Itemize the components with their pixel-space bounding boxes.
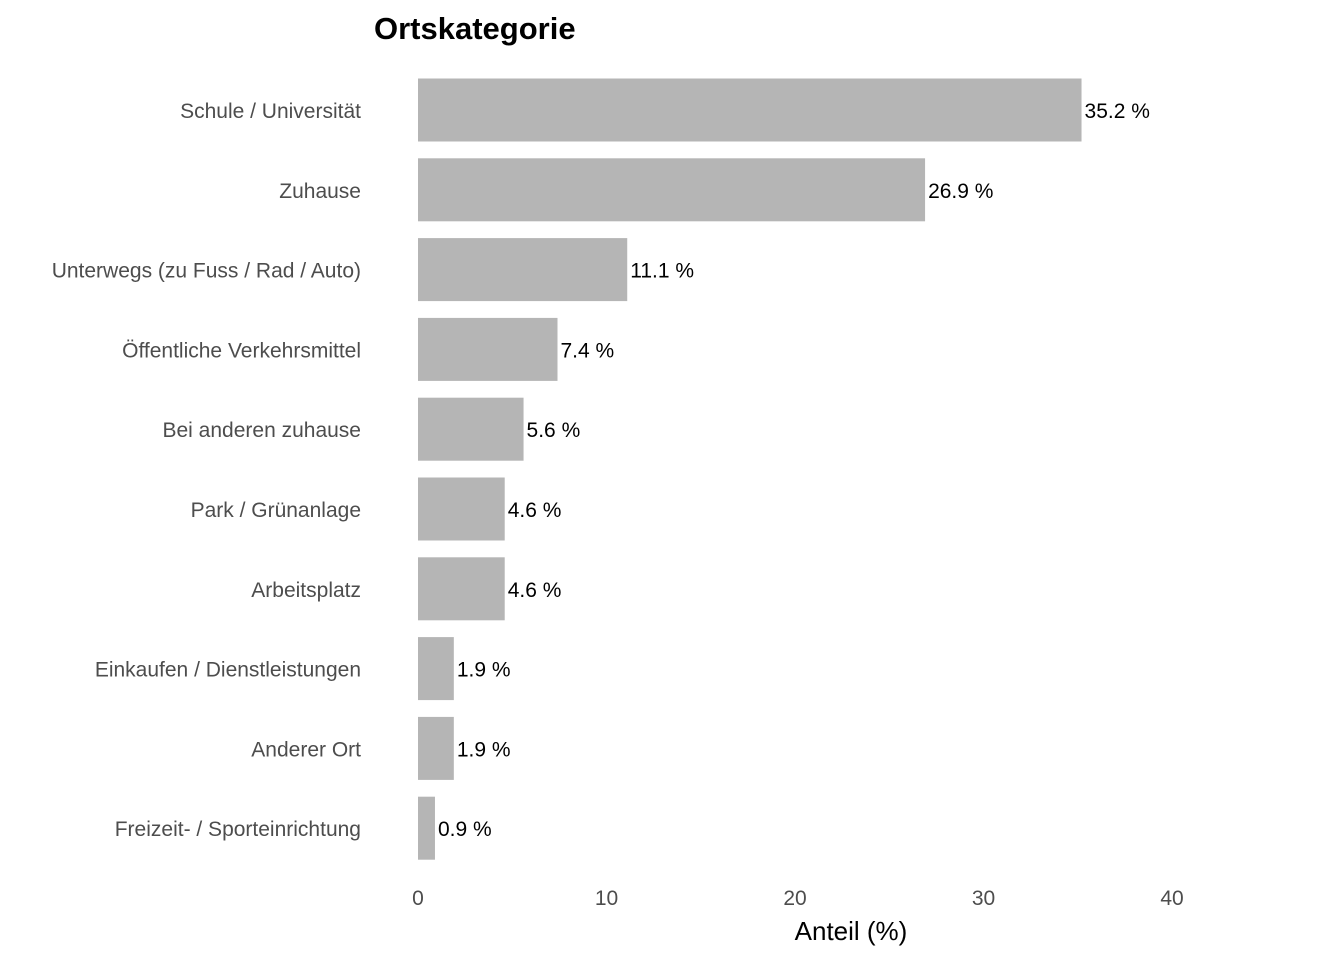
category-label: Arbeitsplatz (251, 579, 361, 602)
data-label: 1.9 % (457, 659, 511, 682)
bar (418, 557, 505, 621)
bar (418, 78, 1082, 142)
data-label: 11.1 % (630, 260, 694, 283)
bar (418, 637, 454, 701)
bar (418, 477, 505, 541)
x-tick-label: 10 (595, 887, 618, 910)
data-label: 5.6 % (527, 419, 581, 442)
data-label: 35.2 % (1085, 100, 1150, 123)
bar (418, 397, 524, 461)
category-label: Einkaufen / Dienstleistungen (95, 659, 361, 682)
data-label: 1.9 % (457, 738, 511, 761)
chart-title: Ortskategorie (374, 11, 576, 46)
category-label: Park / Grünanlage (191, 499, 361, 522)
category-label: Bei anderen zuhause (163, 419, 362, 442)
bar (418, 796, 435, 860)
bar (418, 317, 558, 381)
category-labels-group: Schule / Universität Zuhause Unterwegs (zu… (52, 100, 361, 841)
category-label: Freizeit- / Sporteinrichtung (115, 818, 361, 841)
x-axis-title: Anteil (%) (795, 916, 908, 946)
bar (418, 158, 926, 222)
category-label: Öffentliche Verkehrsmittel (122, 339, 361, 362)
x-axis-ticks-group: 0 10 20 30 40 (412, 887, 1184, 910)
category-label: Zuhause (279, 180, 361, 203)
bars-group (418, 78, 1082, 860)
data-label: 0.9 % (438, 818, 492, 841)
x-tick-label: 30 (972, 887, 995, 910)
data-label: 4.6 % (508, 579, 562, 602)
data-label: 26.9 % (928, 180, 993, 203)
category-label: Schule / Universität (180, 100, 361, 123)
bar (418, 238, 628, 302)
category-label: Unterwegs (zu Fuss / Rad / Auto) (52, 260, 361, 283)
data-label: 4.6 % (508, 499, 562, 522)
data-label: 7.4 % (560, 339, 614, 362)
x-tick-label: 40 (1160, 887, 1183, 910)
bar (418, 716, 454, 780)
x-tick-label: 20 (783, 887, 806, 910)
data-labels-group: 35.2 % 26.9 % 11.1 % 7.4 % 5.6 % 4.6 % 4.6 % 1.… (438, 100, 1150, 841)
category-label: Anderer Ort (251, 738, 361, 761)
x-tick-label: 0 (412, 887, 424, 910)
